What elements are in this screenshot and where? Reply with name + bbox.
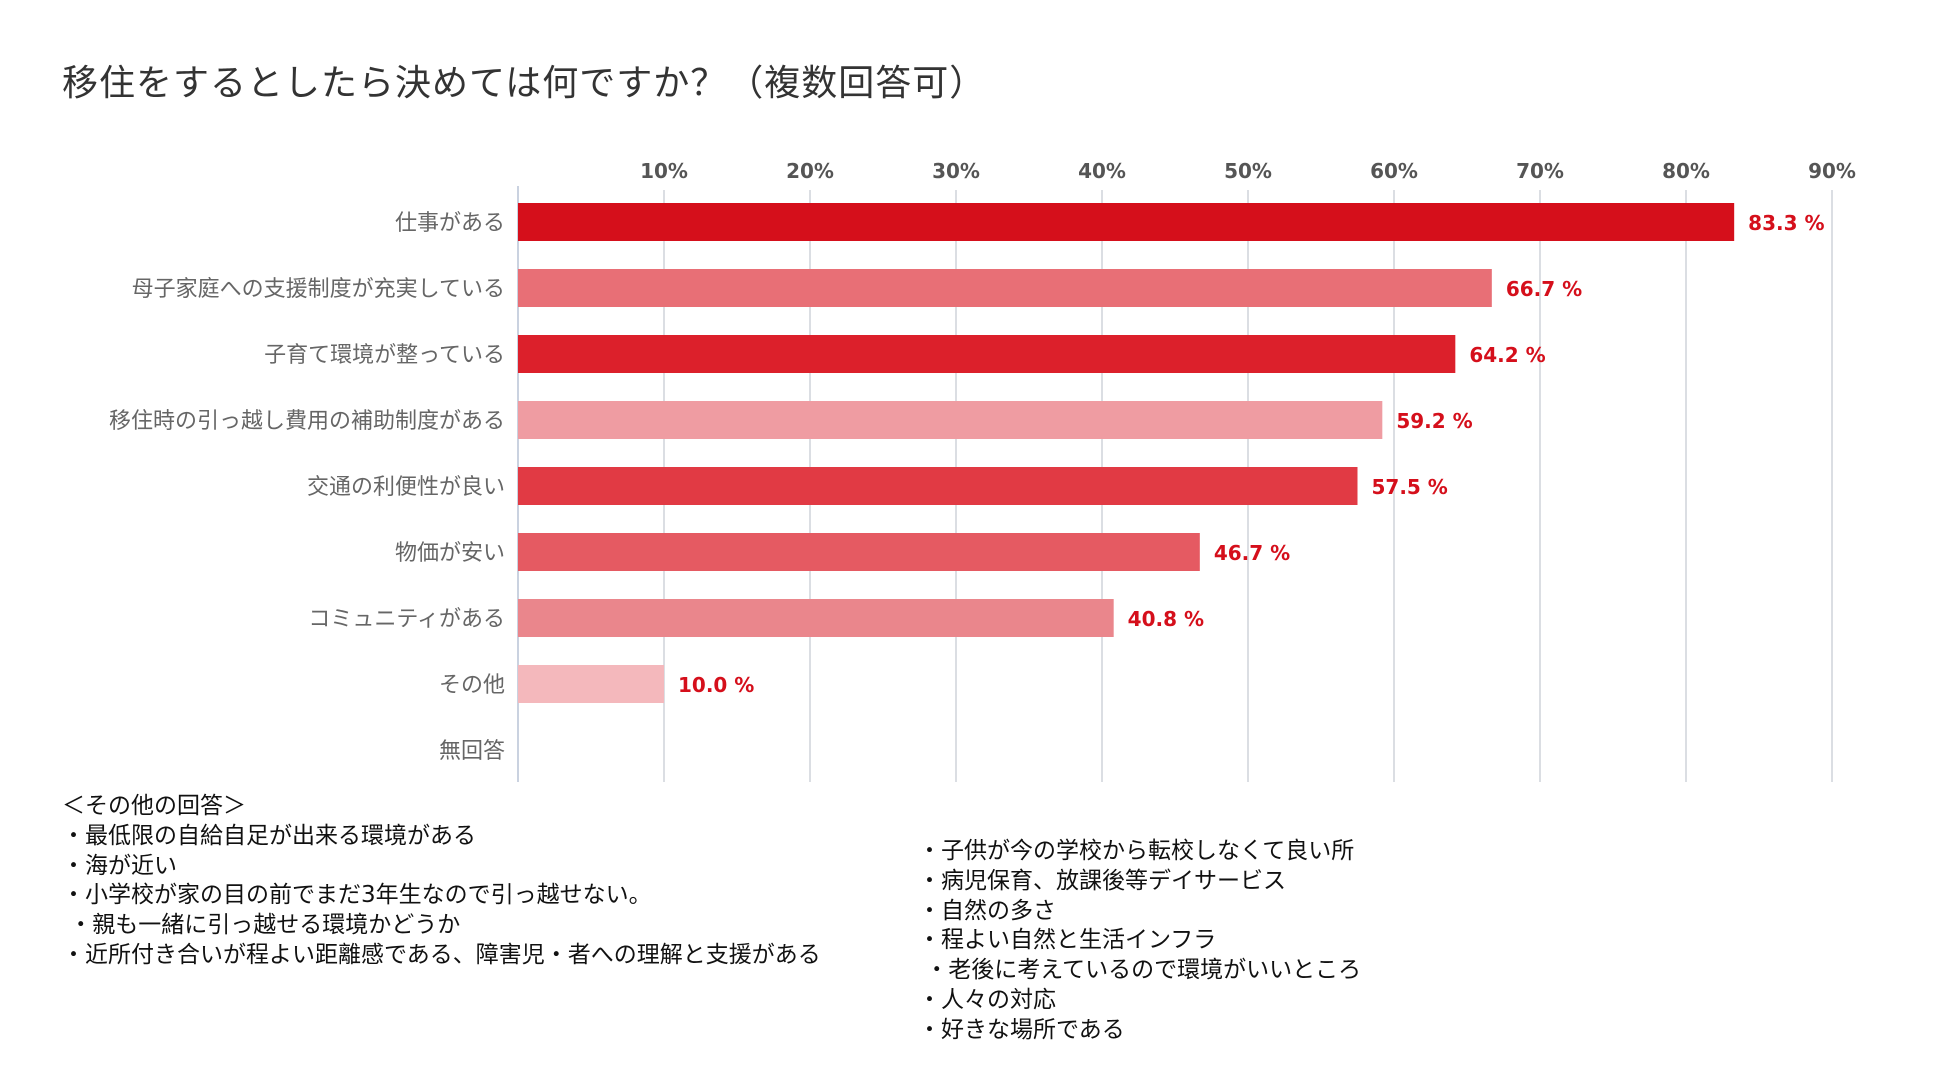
- note-line: ・親も一緒に引っ越せる環境かどうか: [62, 912, 461, 939]
- other-answers-right: ・子供が今の学校から転校しなくて良い所 ・病児保育、放課後等デイサービス ・自然…: [918, 837, 1361, 1046]
- category-label: 無回答: [439, 739, 505, 764]
- data-label: 10.0 %: [678, 673, 754, 697]
- category-label: 移住時の引っ越し費用の補助制度がある: [109, 409, 505, 434]
- category-label: コミュニティがある: [308, 607, 505, 632]
- note-line: ・老後に考えているので環境がいいところ: [918, 957, 1362, 984]
- bar: [518, 599, 1114, 637]
- bar: [518, 203, 1735, 241]
- other-answers-left: ＜その他の回答＞ ・最低限の自給自足が出来る環境がある ・海が近い ・小学校が家…: [62, 792, 821, 971]
- chart-title: 移住をするとしたら決めては何ですか？（複数回答可）: [62, 63, 987, 104]
- x-tick-label: 10%: [640, 159, 688, 183]
- x-tick-label: 50%: [1224, 159, 1272, 183]
- note-line: ・小学校が家の目の前でまだ3年生なので引っ越せない。: [62, 882, 652, 909]
- data-label: 46.7 %: [1214, 541, 1290, 565]
- note-line: ＜その他の回答＞: [62, 793, 246, 819]
- note-line: ・病児保育、放課後等デイサービス: [918, 867, 1286, 894]
- category-label: 子育て環境が整っている: [264, 343, 505, 368]
- note-line: ・子供が今の学校から転校しなくて良い所: [918, 838, 1355, 864]
- bar: [518, 533, 1200, 571]
- note-line: ・好きな場所である: [918, 1016, 1125, 1043]
- category-label: 交通の利便性が良い: [307, 475, 505, 500]
- bar: [518, 665, 664, 703]
- x-tick-label: 30%: [932, 159, 980, 183]
- category-label: 母子家庭への支援制度が充実している: [132, 277, 505, 302]
- bar: [518, 269, 1492, 307]
- category-label: 仕事がある: [395, 211, 505, 236]
- category-label: 物価が安い: [395, 541, 505, 566]
- bar: [518, 401, 1383, 439]
- data-label: 59.2 %: [1396, 409, 1472, 433]
- note-line: ・最低限の自給自足が出来る環境がある: [62, 822, 476, 849]
- x-tick-label: 70%: [1516, 159, 1564, 183]
- note-line: ・近所付き合いが程よい距離感である、障害児・者への理解と支援がある: [62, 941, 821, 968]
- note-line: ・海が近い: [62, 852, 177, 879]
- data-label: 83.3 %: [1748, 211, 1824, 235]
- bar: [518, 467, 1358, 505]
- category-label: その他: [439, 673, 505, 698]
- data-label: 64.2 %: [1469, 343, 1545, 367]
- x-tick-label: 40%: [1078, 159, 1126, 183]
- bar-chart: 10% 20% 30% 40% 50% 60% 70% 80% 90% 仕事がある 83.3 % 母子…: [109, 159, 1856, 782]
- note-line: ・人々の対応: [918, 986, 1056, 1013]
- data-label: 57.5 %: [1372, 475, 1448, 499]
- note-line: ・自然の多さ: [918, 897, 1056, 924]
- note-line: ・程よい自然と生活インフラ: [918, 927, 1217, 954]
- data-label: 66.7 %: [1506, 277, 1582, 301]
- x-tick-label: 60%: [1370, 159, 1418, 183]
- x-tick-label: 80%: [1662, 159, 1710, 183]
- data-label: 40.8 %: [1128, 607, 1204, 631]
- x-tick-label: 90%: [1808, 159, 1856, 183]
- x-tick-label: 20%: [786, 159, 834, 183]
- bar: [518, 335, 1456, 373]
